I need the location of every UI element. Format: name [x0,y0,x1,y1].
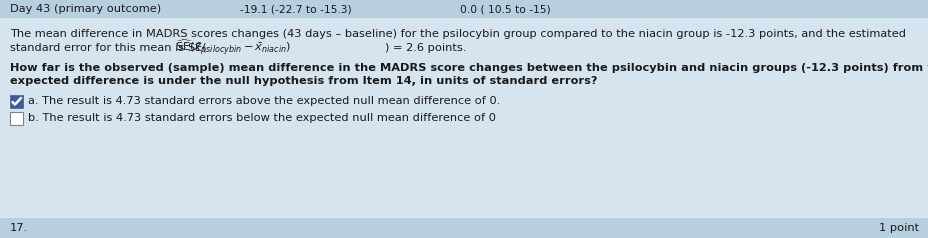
Text: Day 43 (primary outcome): Day 43 (primary outcome) [10,4,161,14]
FancyBboxPatch shape [0,218,928,238]
FancyBboxPatch shape [10,111,23,124]
Text: a. The result is 4.73 standard errors above the expected null mean difference of: a. The result is 4.73 standard errors ab… [28,96,500,106]
Text: ) = 2.6 points.: ) = 2.6 points. [384,43,466,53]
Text: -19.1 (-22.7 to -15.3): -19.1 (-22.7 to -15.3) [239,4,351,14]
Text: 1 point: 1 point [878,223,918,233]
Text: How far is the observed (sample) mean difference in the MADRS score changes betw: How far is the observed (sample) mean di… [10,63,928,73]
Text: 17.: 17. [10,223,28,233]
Text: b. The result is 4.73 standard errors below the expected null mean difference of: b. The result is 4.73 standard errors be… [28,113,496,123]
Text: expected difference is under the null hypothesis from Item 14, in units of stand: expected difference is under the null hy… [10,76,597,86]
Text: standard error for this mean is SE(: standard error for this mean is SE( [10,43,207,53]
Text: 0.0 ( 10.5 to -15): 0.0 ( 10.5 to -15) [459,4,550,14]
FancyBboxPatch shape [0,0,928,18]
Text: The mean difference in MADRS scores changes (43 days – baseline) for the psilocy: The mean difference in MADRS scores chan… [10,29,905,39]
Text: $\widehat{\mathrm{SE}}(\bar{x}_{psilocybin} - \bar{x}_{niacin})$: $\widehat{\mathrm{SE}}(\bar{x}_{psilocyb… [174,37,290,57]
FancyBboxPatch shape [10,94,23,108]
